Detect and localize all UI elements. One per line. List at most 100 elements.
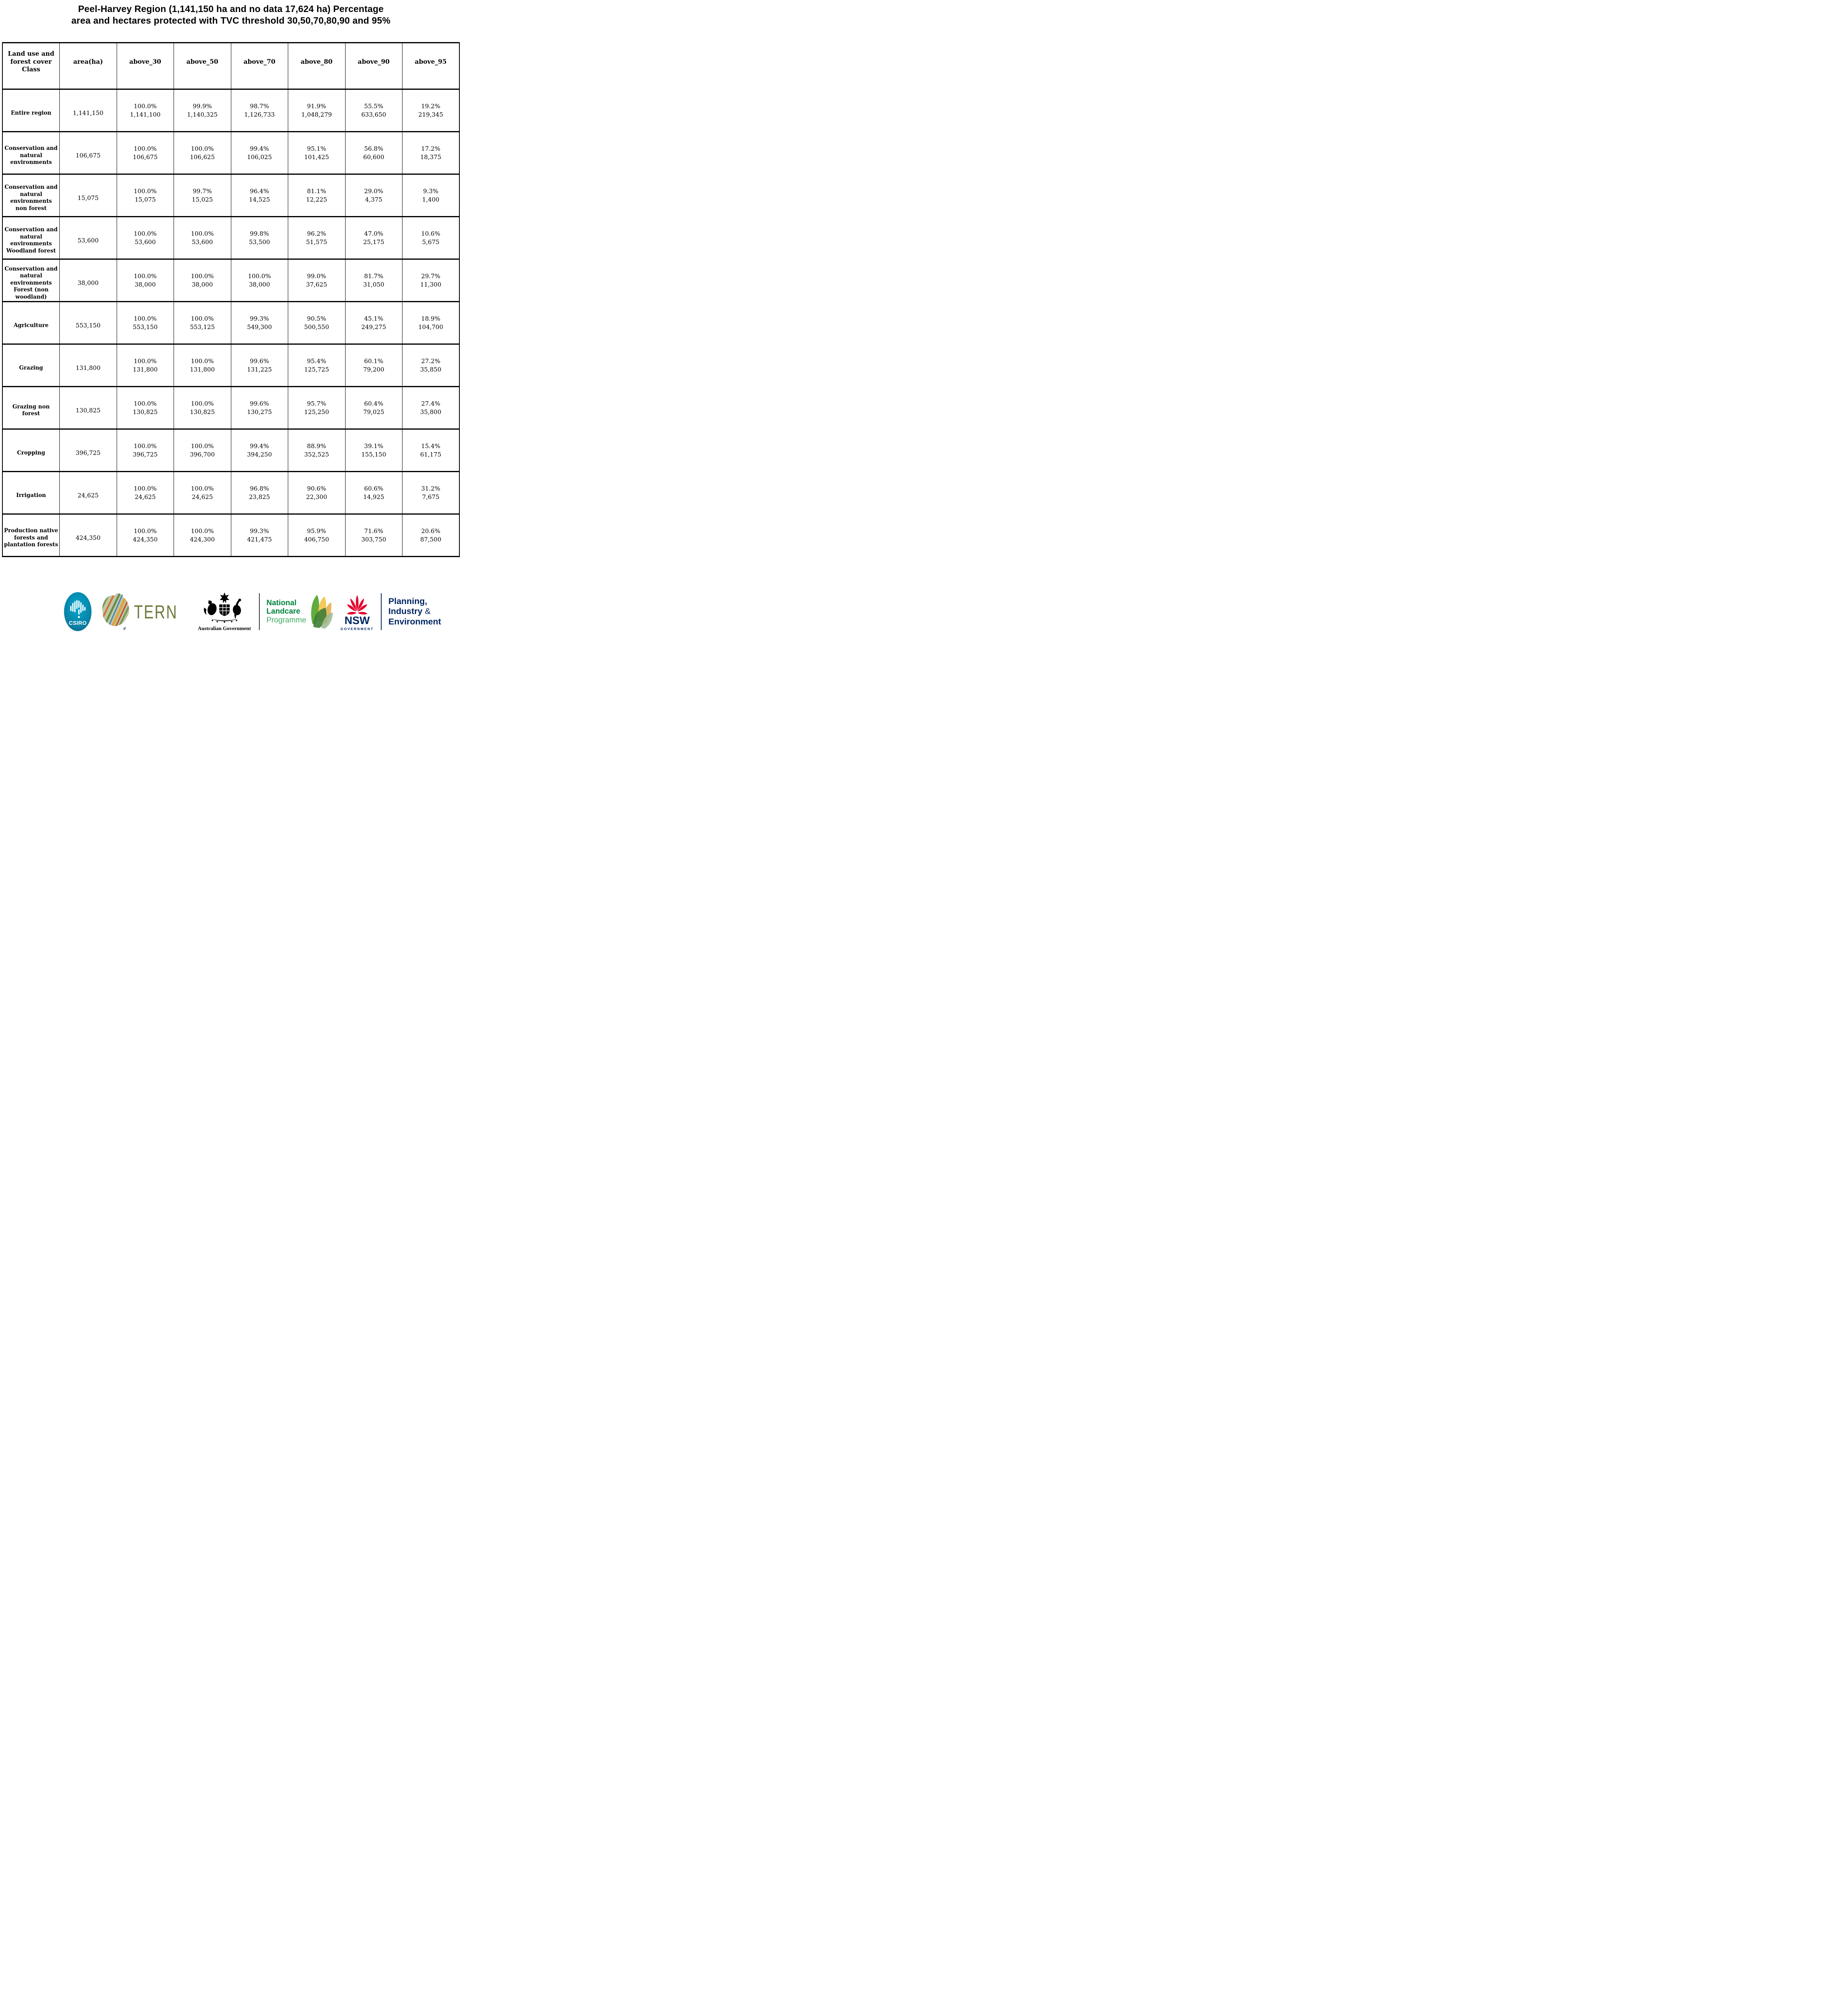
threshold-cell: 47.0% 25,175 [345,216,402,260]
hectares-value: 18,375 [420,153,441,161]
percent-value: 100.0% [133,145,157,152]
tvc-threshold-table: Land use and forest cover Class area(ha) a… [2,42,460,557]
hectares-value: 15,075 [135,196,156,203]
table-row: Grazing 131,800 100.0% 131,800 100.0% 131,800… [2,343,460,387]
hectares-value: 51,575 [306,238,328,246]
threshold-cell: 81.1% 12,225 [288,173,346,217]
threshold-cell: 100.0% 106,675 [116,131,174,175]
percent-value: 91.9% [307,102,326,110]
nsw-waratah-icon [346,594,368,615]
hectares-value: 131,800 [133,366,158,373]
hectares-value: 5,675 [422,238,439,246]
area-ha-value: 424,350 [59,513,117,557]
table-row: Grazing non forest 130,825 100.0% 130,825 10… [2,386,460,430]
table-row: Conservation and natural environments 106… [2,131,460,175]
table-row: Conservation and natural environments no… [2,173,460,217]
hectares-value: 79,025 [363,408,384,416]
percent-value: 90.6% [307,485,326,492]
hectares-value: 38,000 [249,281,270,288]
hectares-value: 249,275 [361,323,386,331]
threshold-cell: 99.4% 106,025 [230,131,288,175]
percent-value: 100.0% [133,527,157,535]
landcare-line-1: National [266,599,297,608]
threshold-cell: 99.0% 37,625 [288,258,346,302]
percent-value: 99.3% [250,527,269,535]
hectares-value: 101,425 [304,153,329,161]
percent-value: 95.1% [307,145,326,152]
percent-value: 96.8% [250,485,269,492]
column-header-above-80: above_80 [288,42,346,90]
threshold-cell: 15.4% 61,175 [402,428,460,472]
percent-value: 100.0% [191,145,214,152]
threshold-cell: 96.4% 14,525 [230,173,288,217]
hectares-value: 38,000 [192,281,213,288]
percent-value: 100.0% [191,315,214,322]
threshold-cell: 100.0% 53,600 [174,216,231,260]
australian-government-text: Australian Government [198,625,251,631]
landcare-line-3: Programme [266,616,306,624]
threshold-cell: 100.0% 131,800 [174,343,231,387]
hectares-value: 500,550 [304,323,329,331]
hectares-value: 106,675 [133,153,158,161]
percent-value: 81.7% [364,272,384,280]
hectares-value: 53,600 [135,238,156,246]
title-line-1: Peel-Harvey Region (1,141,150 ha and no … [78,4,384,14]
threshold-cell: 18.9% 104,700 [402,301,460,345]
area-ha-value: 38,000 [59,258,117,302]
threshold-cell: 29.0% 4,375 [345,173,402,217]
area-ha-value: 24,625 [59,471,117,515]
csiro-logo: CSIRO [63,592,93,632]
percent-value: 18.9% [421,315,441,322]
hectares-value: 396,725 [133,450,158,458]
hectares-value: 106,025 [247,153,272,161]
threshold-cell: 10.6% 5,675 [402,216,460,260]
percent-value: 100.0% [133,272,157,280]
hectares-value: 553,125 [190,323,215,331]
hectares-value: 131,800 [190,366,215,373]
table-row: Production native forests and plantation… [2,513,460,557]
row-label: Conservation and natural environments [2,131,60,175]
percent-value: 27.4% [421,400,441,407]
threshold-cell: 95.4% 125,725 [288,343,346,387]
percent-value: 81.1% [307,187,326,195]
percent-value: 96.4% [250,187,269,195]
percent-value: 60.6% [364,485,384,492]
csiro-logo-text: CSIRO [69,620,87,626]
threshold-cell: 99.7% 15,025 [174,173,231,217]
threshold-cell: 100.0% 130,825 [174,386,231,430]
percent-value: 100.0% [133,485,157,492]
threshold-cell: 90.6% 22,300 [288,471,346,515]
percent-value: 47.0% [364,230,384,237]
column-header-above-30: above_30 [116,42,174,90]
percent-value: 100.0% [133,357,157,365]
pie-line-3: Environment [388,616,441,626]
hectares-value: 130,825 [133,408,158,416]
row-label: Conservation and natural environments Wo… [2,216,60,260]
threshold-cell: 100.0% 1,141,100 [116,88,174,132]
percent-value: 20.6% [421,527,441,535]
threshold-cell: 91.9% 1,048,279 [288,88,346,132]
percent-value: 100.0% [133,315,157,322]
hectares-value: 24,625 [192,493,213,501]
threshold-cell: 99.3% 549,300 [230,301,288,345]
percent-value: 29.0% [364,187,384,195]
percent-value: 31.2% [421,485,441,492]
hectares-value: 352,525 [304,450,329,458]
row-label: Production native forests and plantation… [2,513,60,557]
table-row: Irrigation 24,625 100.0% 24,625 100.0% 24,625… [2,471,460,515]
threshold-cell: 95.7% 125,250 [288,386,346,430]
percent-value: 99.6% [250,357,269,365]
percent-value: 99.7% [192,187,212,195]
threshold-cell: 100.0% 38,000 [116,258,174,302]
threshold-cell: 100.0% 38,000 [174,258,231,302]
threshold-cell: 100.0% 424,300 [174,513,231,557]
hectares-value: 23,825 [249,493,270,501]
threshold-cell: 17.2% 18,375 [402,131,460,175]
hectares-value: 421,475 [247,535,272,543]
threshold-cell: 60.1% 79,200 [345,343,402,387]
percent-value: 60.1% [364,357,384,365]
percent-value: 99.0% [307,272,326,280]
hectares-value: 1,140,325 [187,111,218,118]
hectares-value: 22,300 [306,493,328,501]
hectares-value: 25,175 [363,238,384,246]
